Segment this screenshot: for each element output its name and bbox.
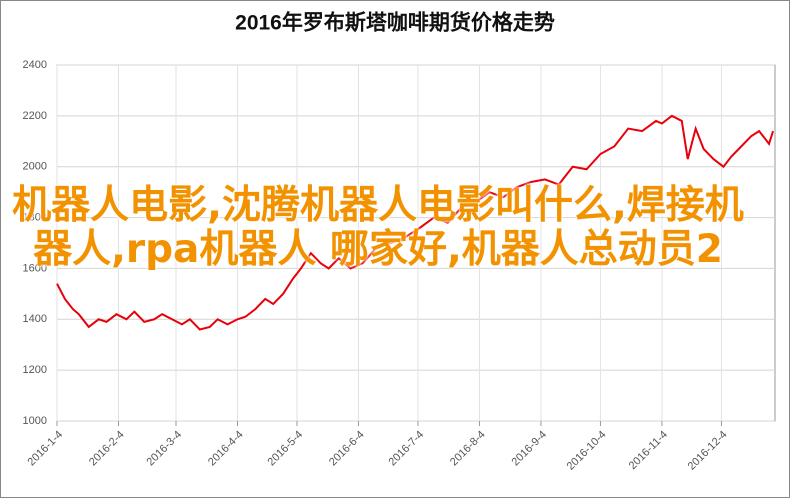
x-tick-label: 2016-2-4 bbox=[87, 429, 127, 469]
y-tick-label: 1600 bbox=[23, 262, 47, 274]
overlay-text: 机器人电影,沈腾机器人电影叫什么,焊接机器人,rpa机器人 哪家好,机器人总动员… bbox=[12, 183, 744, 272]
y-tick-label: 1200 bbox=[23, 364, 47, 376]
x-tick-label: 2016-7-4 bbox=[387, 429, 427, 469]
x-tick-label: 2016-12-4 bbox=[686, 429, 730, 473]
x-tick-label: 2016-6-4 bbox=[327, 429, 367, 469]
y-tick-label: 1400 bbox=[23, 313, 47, 325]
y-tick-label: 2000 bbox=[23, 161, 47, 173]
y-tick-label: 1800 bbox=[23, 211, 47, 223]
x-tick-label: 2016-10-4 bbox=[565, 429, 609, 473]
x-tick-label: 2016-11-4 bbox=[627, 429, 670, 472]
chart-title: 2016年罗布斯塔咖啡期货价格走势 bbox=[235, 11, 555, 35]
line-series bbox=[56, 114, 774, 331]
x-tick-label: 2016-5-4 bbox=[266, 429, 306, 469]
y-tick-label: 2200 bbox=[23, 110, 47, 122]
x-tick-label: 2016-8-4 bbox=[448, 429, 488, 469]
x-tick-label: 2016-1-4 bbox=[26, 429, 66, 469]
x-tick-label: 2016-3-4 bbox=[145, 429, 185, 469]
x-tick-label: 2016-9-4 bbox=[510, 429, 550, 469]
x-tick-label: 2016-4-4 bbox=[206, 429, 246, 469]
y-tick-label: 2400 bbox=[23, 59, 47, 71]
y-tick-label: 1000 bbox=[23, 415, 47, 427]
